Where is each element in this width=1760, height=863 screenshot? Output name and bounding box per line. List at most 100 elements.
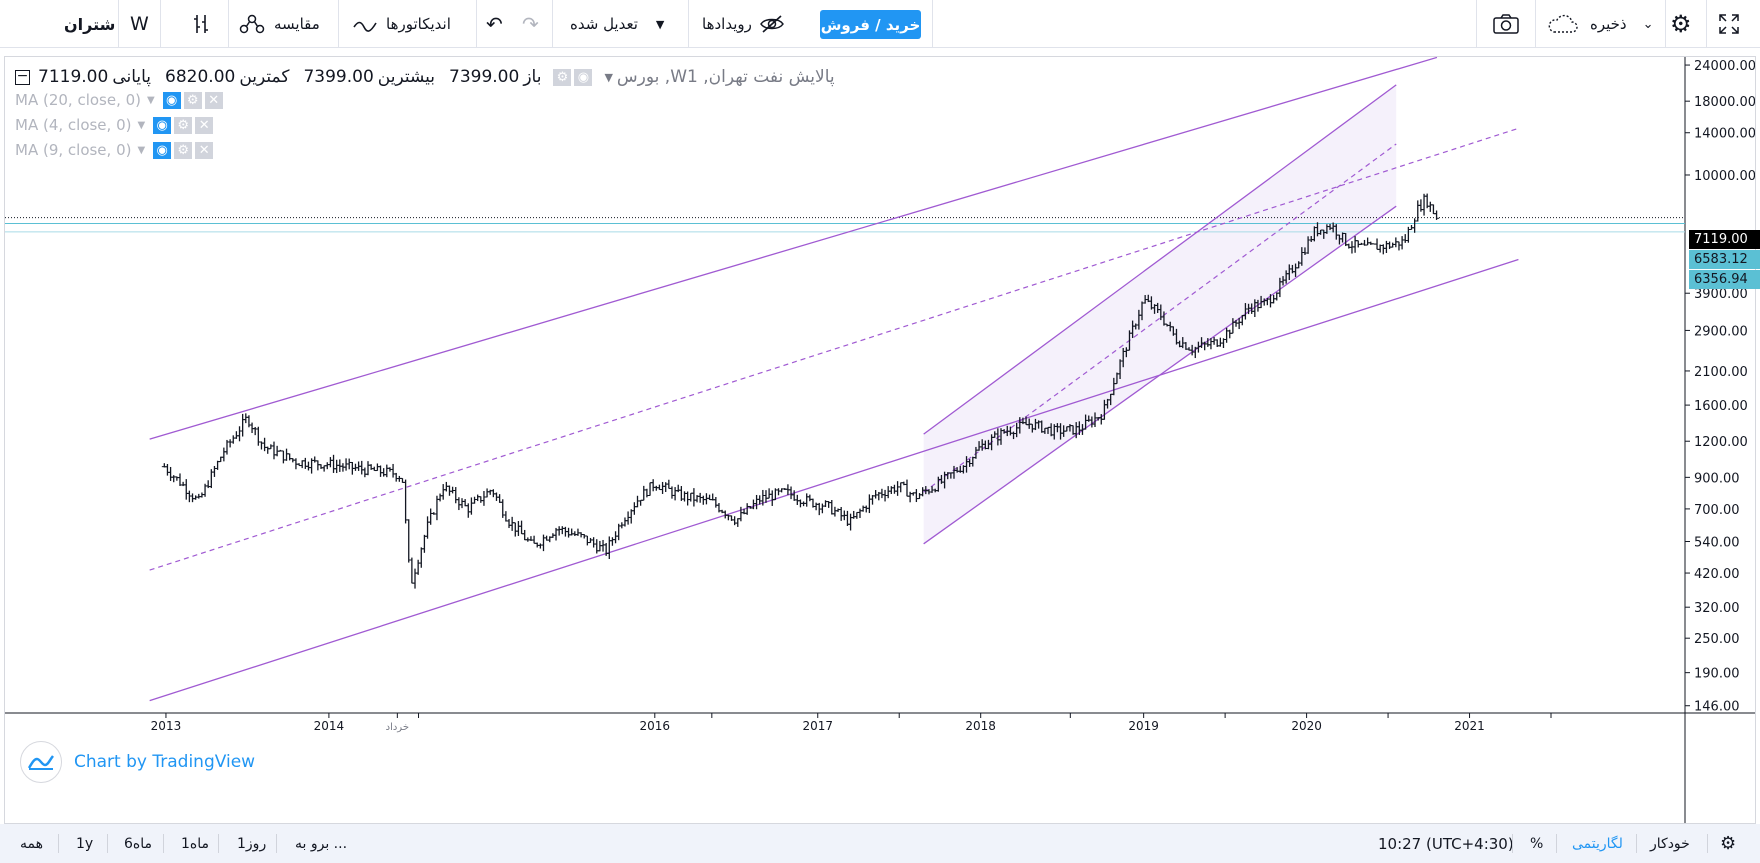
chevron-down-icon: ⌄ xyxy=(1642,16,1654,32)
divider xyxy=(1665,0,1666,48)
range-1d[interactable]: 1روز xyxy=(237,824,266,863)
channel-line xyxy=(923,205,1397,545)
auto-toggle[interactable]: خودکار xyxy=(1650,824,1690,863)
ma-label: MA (20, close, 0) xyxy=(15,91,142,109)
gear-icon[interactable]: ⚙ xyxy=(183,91,202,109)
gear-icon[interactable]: ⚙ xyxy=(174,116,193,134)
divider xyxy=(552,0,553,48)
close-icon[interactable]: ✕ xyxy=(195,116,214,134)
open-value: 7399.00 xyxy=(449,67,520,87)
buy-sell-button[interactable]: خرید / فروش xyxy=(820,10,921,39)
price-chart[interactable]: 24000.00 18000.00 14000.00 10000.00 3900.00 2… xyxy=(5,57,1755,823)
divider xyxy=(1706,0,1707,48)
caret-down-icon[interactable]: ▼ xyxy=(137,119,146,131)
divider xyxy=(688,0,689,48)
caret-down-icon[interactable]: ▼ xyxy=(147,94,155,106)
save-label: ذخیره xyxy=(1590,15,1627,33)
last-price-label: 7119.00 xyxy=(1689,230,1760,249)
y-tick-label: 10000.00 xyxy=(1694,169,1755,184)
x-tick-label: 2014 xyxy=(314,719,345,733)
indicators-button[interactable]: اندیکاتورها xyxy=(352,0,451,48)
ma-legend-1[interactable]: MA (20, close, 0) ▼ ◉ ⚙ ✕ xyxy=(15,91,223,109)
redo-button[interactable]: ↷ xyxy=(522,0,539,48)
y-tick-label: 190.00 xyxy=(1694,667,1740,682)
settings-button[interactable]: ⚙ xyxy=(1670,0,1692,48)
eye-icon[interactable]: ◉ xyxy=(153,116,172,134)
interval-button[interactable]: W xyxy=(130,0,149,48)
log-label: لگاریتمی xyxy=(1572,835,1623,852)
auto-label: خودکار xyxy=(1650,835,1690,852)
x-tick-label: 2018 xyxy=(965,719,996,733)
x-tick-label: خرداد xyxy=(386,722,409,733)
percent-toggle[interactable]: % xyxy=(1530,824,1543,863)
timezone-button[interactable]: 10:27 (UTC+4:30) xyxy=(1378,824,1514,863)
y-tick-label: 1200.00 xyxy=(1694,435,1748,450)
divider xyxy=(1636,834,1637,853)
series-visibility-icon[interactable]: ◉ xyxy=(574,68,593,86)
series-legend: − 7119.00 پایانی 6820.00 کمترین 7399.00 … xyxy=(15,67,835,87)
gear-icon[interactable]: ⚙ xyxy=(174,141,193,159)
ma-legend-3[interactable]: MA (9, close, 0) ▼ ◉ ⚙ ✕ xyxy=(15,141,214,159)
high-label: بیشترین xyxy=(377,67,435,87)
branding-text: Chart by TradingView xyxy=(74,752,256,772)
ma-legend-2[interactable]: MA (4, close, 0) ▼ ◉ ⚙ ✕ xyxy=(15,116,214,134)
save-dropdown[interactable]: ذخیره ⌄ xyxy=(1546,0,1654,48)
tradingview-branding[interactable]: Chart by TradingView xyxy=(20,741,255,783)
goto-date-button[interactable]: برو به ... xyxy=(295,824,347,863)
adjust-dropdown[interactable]: تعدیل شده ▼ xyxy=(570,0,664,48)
screenshot-button[interactable] xyxy=(1492,0,1520,48)
x-tick-label: 2016 xyxy=(640,719,671,733)
x-tick-label: 2019 xyxy=(1128,719,1159,733)
y-tick-label: 24000.00 xyxy=(1694,59,1755,74)
undo-button[interactable]: ↶ xyxy=(486,0,503,48)
undo-icon: ↶ xyxy=(486,12,503,36)
low-label: کمترین xyxy=(239,67,290,87)
divider xyxy=(218,834,219,853)
series-settings-icon[interactable]: ⚙ xyxy=(553,68,572,86)
y-tick-label: 250.00 xyxy=(1694,632,1740,647)
y-tick-label: 540.00 xyxy=(1694,535,1740,550)
range-all[interactable]: همه xyxy=(20,824,43,863)
ma-price-label: 6583.12 xyxy=(1689,250,1760,269)
series-title: بورس ,Wپالایش نفت تهران, 1 xyxy=(616,67,835,87)
ma-label: MA (4, close, 0) xyxy=(15,116,132,134)
trendline xyxy=(149,258,1519,702)
tradingview-logo-icon xyxy=(20,741,62,783)
divider xyxy=(276,834,277,853)
time-label: 10:27 (UTC+4:30) xyxy=(1378,834,1514,853)
range-label: 1y xyxy=(76,835,94,852)
y-tick-label: 14000.00 xyxy=(1694,127,1755,142)
symbol-search[interactable]: شتران xyxy=(64,0,115,48)
eye-icon[interactable]: ◉ xyxy=(153,141,172,159)
range-6m[interactable]: 6ماه xyxy=(124,824,152,863)
y-tick-label: 700.00 xyxy=(1694,503,1740,518)
divider xyxy=(1556,834,1557,853)
range-label: همه xyxy=(20,835,43,852)
ma-price-label: 6356.94 xyxy=(1689,270,1760,289)
collapse-legend-icon[interactable]: − xyxy=(15,67,30,85)
bottom-toolbar: همه 1y 6ماه 1ماه 1روز برو به ... 10:27 (… xyxy=(0,824,1760,863)
log-toggle[interactable]: لگاریتمی xyxy=(1572,824,1623,863)
close-icon[interactable]: ✕ xyxy=(204,91,223,109)
compare-icon xyxy=(239,14,265,34)
dashed-trendline xyxy=(923,143,1397,493)
close-value: 7119.00 xyxy=(38,67,109,87)
channel-fill xyxy=(923,84,1397,544)
eye-icon[interactable]: ◉ xyxy=(162,91,181,109)
compare-button[interactable]: مقایسه xyxy=(238,0,320,48)
y-tick-label: 320.00 xyxy=(1694,601,1740,616)
symbol-label: شتران xyxy=(64,14,116,34)
chart-pane[interactable]: 24000.00 18000.00 14000.00 10000.00 3900.00 2… xyxy=(4,56,1760,824)
fullscreen-button[interactable] xyxy=(1718,0,1740,48)
range-1y[interactable]: 1y xyxy=(76,824,93,863)
close-icon[interactable]: ✕ xyxy=(195,141,214,159)
divider xyxy=(338,0,339,48)
bar-style-button[interactable] xyxy=(192,0,210,48)
y-tick-label: 2900.00 xyxy=(1694,324,1748,339)
range-1m[interactable]: 1ماه xyxy=(181,824,209,863)
caret-down-icon[interactable]: ▼ xyxy=(604,70,613,84)
range-label: 1ماه xyxy=(181,835,210,852)
events-button[interactable]: رویدادها xyxy=(702,0,786,48)
caret-down-icon[interactable]: ▼ xyxy=(137,144,146,156)
scale-settings-button[interactable]: ⚙ xyxy=(1720,824,1736,863)
